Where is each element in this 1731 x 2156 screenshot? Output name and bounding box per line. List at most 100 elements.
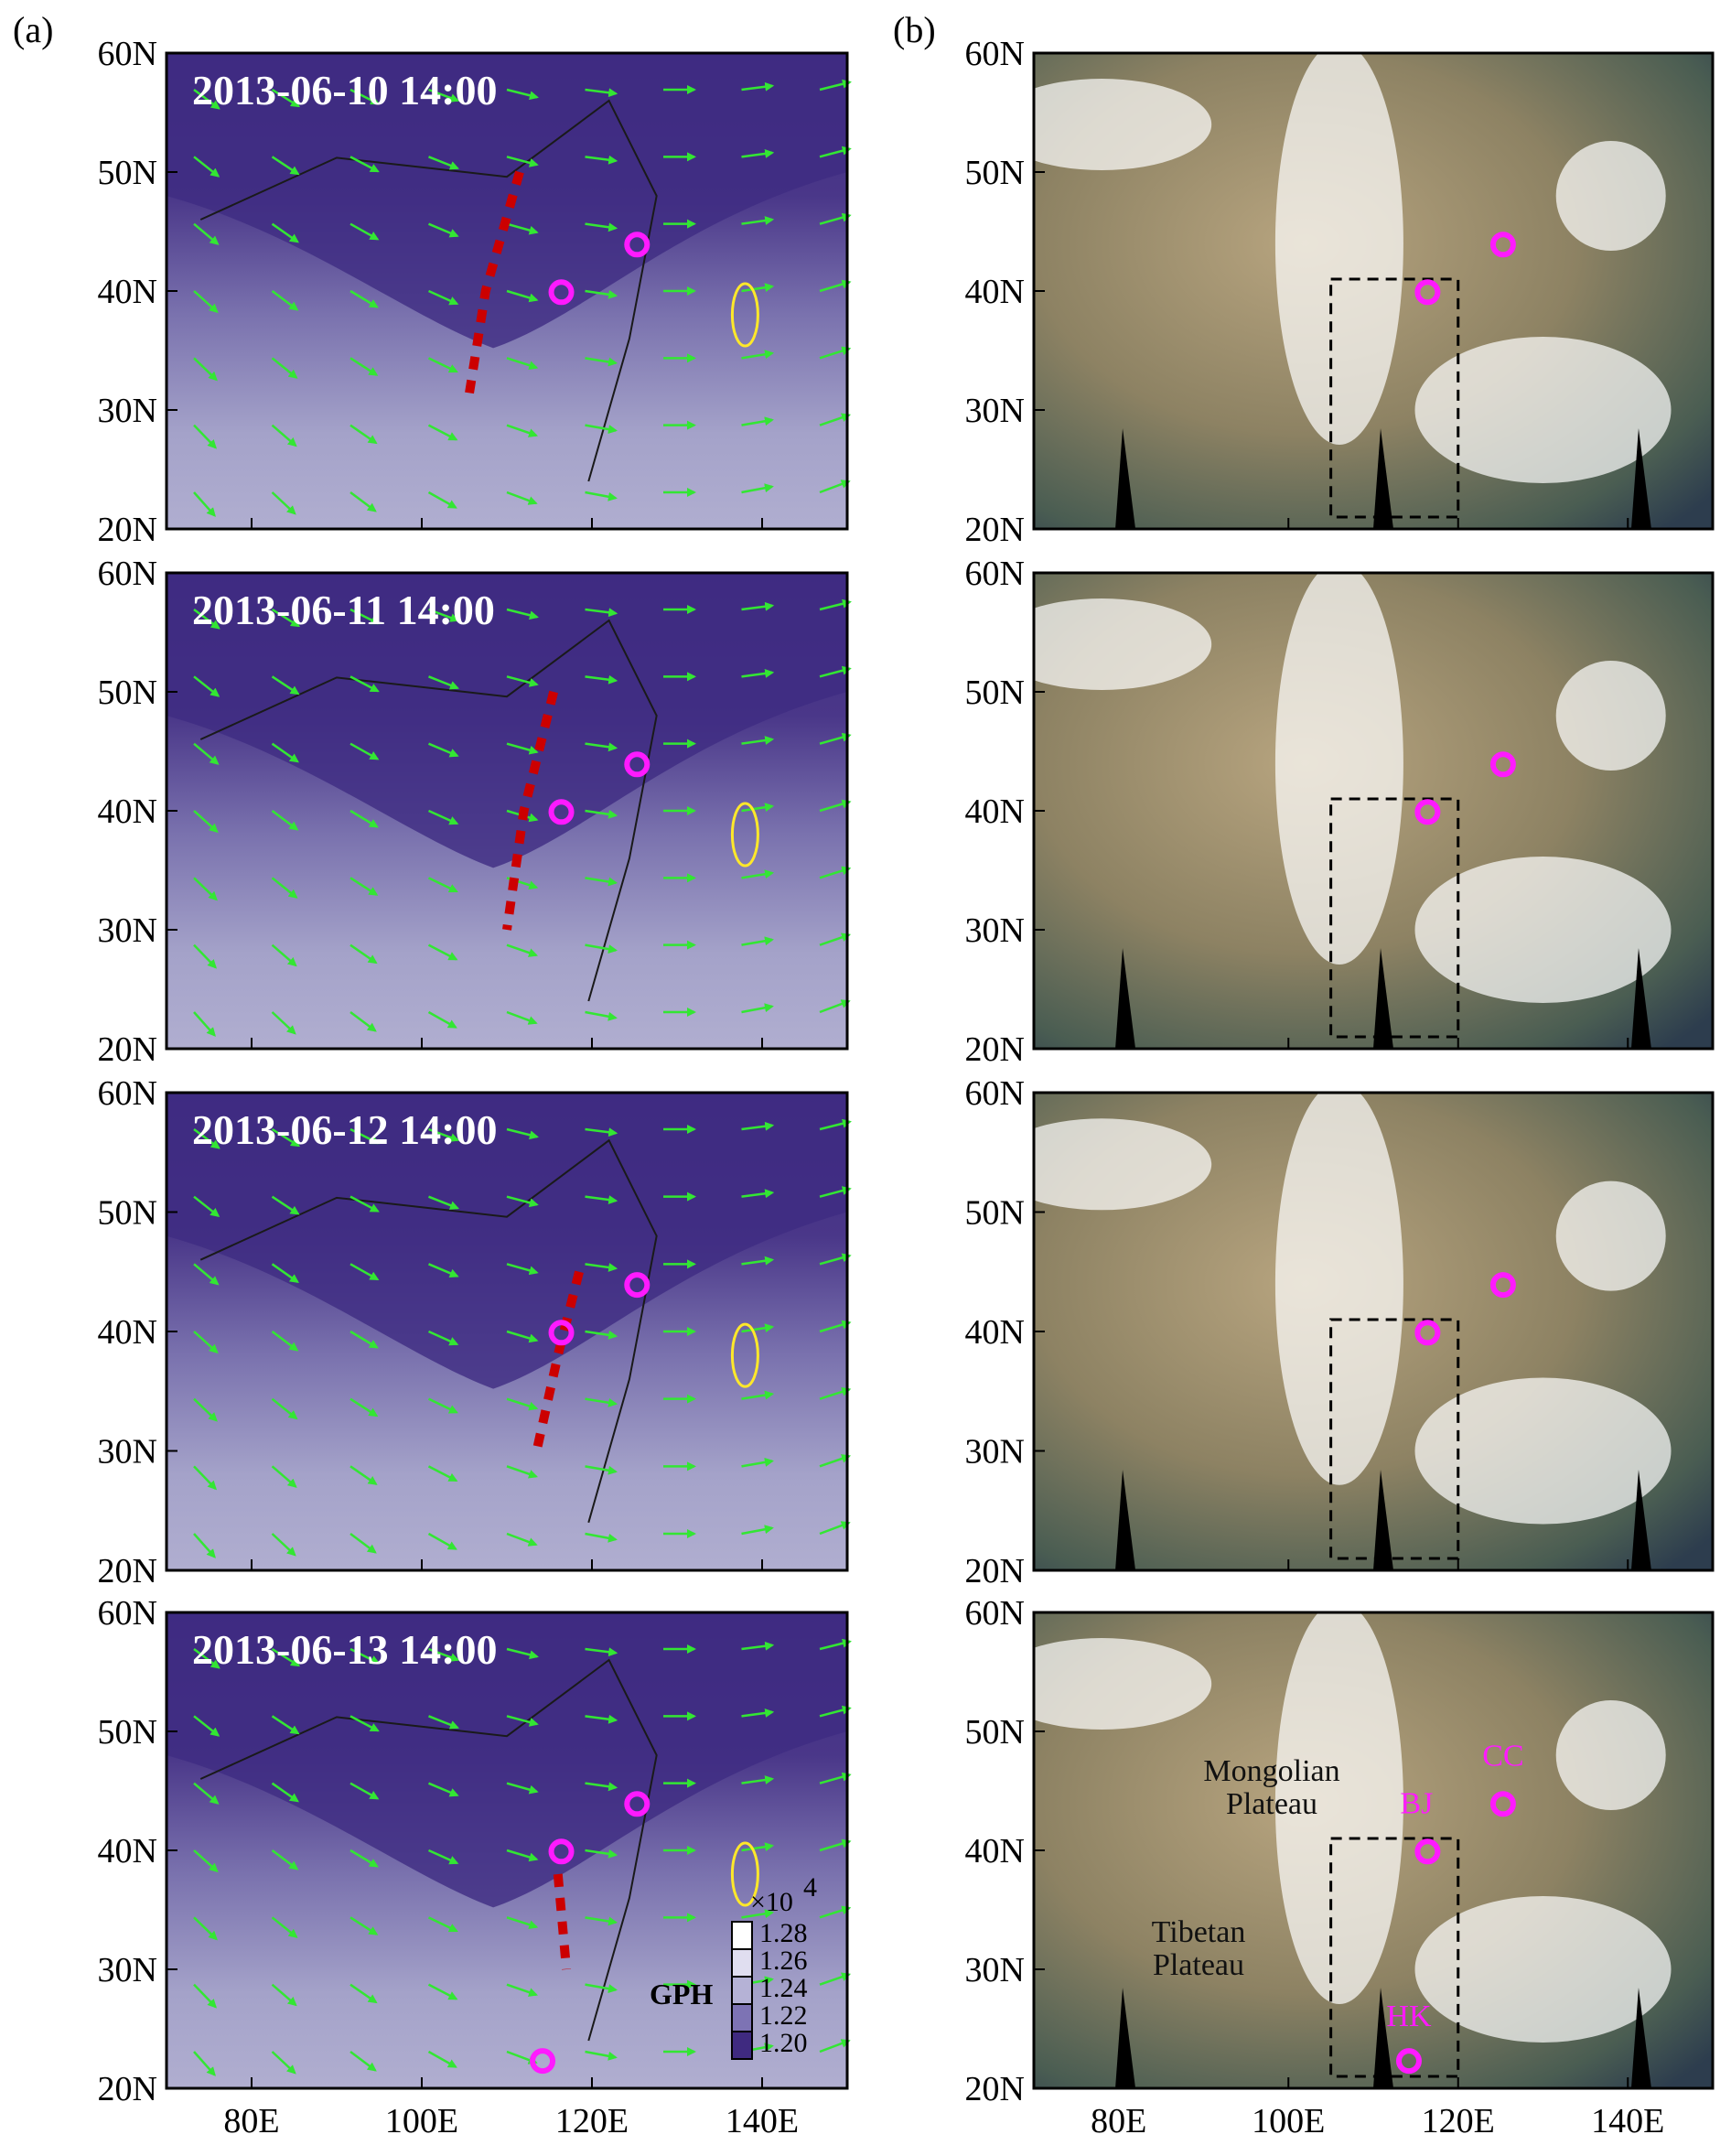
wind-arrow (271, 1647, 301, 1667)
lat-tick-label: 50N (965, 1713, 1025, 1752)
wind-arrow (428, 1782, 459, 1797)
site-marker-cc (624, 232, 650, 258)
wind-arrow (585, 1983, 618, 1994)
wind-arrow (193, 89, 220, 110)
site-marker-bj (548, 1320, 575, 1346)
wind-arrow (585, 1465, 618, 1475)
lat-tick-label: 50N (98, 154, 157, 192)
wind-arrow (741, 1708, 775, 1718)
wind-arrow (349, 156, 380, 173)
lat-tick-label: 40N (98, 273, 157, 311)
wind-arrow (819, 279, 852, 293)
site-marker-cc (1489, 232, 1516, 258)
swath-gap (1373, 1470, 1393, 1570)
wind-arrow (741, 1525, 774, 1536)
wind-arrow (271, 810, 299, 831)
colorbar-label: 1.28 (759, 1918, 808, 1948)
wind-arrow (349, 1647, 381, 1665)
contour-line (730, 1322, 759, 1388)
wind-arrow (349, 2050, 377, 2072)
wind-arrow (819, 1521, 851, 1536)
wind-arrow (428, 1263, 459, 1278)
wind-arrow (741, 936, 774, 946)
border-lines (199, 99, 658, 482)
wind-arrow (427, 424, 458, 441)
swath-gap (1373, 428, 1393, 529)
wind-arrow (741, 1256, 775, 1266)
wind-arrow (819, 1905, 852, 1919)
wind-arrow (741, 869, 775, 879)
wind-arrow (427, 1532, 457, 1550)
wind-arrow (427, 2050, 457, 2068)
site-marker-bj (1414, 279, 1441, 306)
wind-arrow (349, 1263, 380, 1281)
wind-arrow (506, 490, 538, 505)
wind-arrow (585, 1330, 618, 1340)
wind-arrow (819, 1705, 852, 1718)
lat-tick-label: 50N (98, 1713, 157, 1752)
lat-tick-label: 30N (965, 1951, 1025, 1989)
wind-arrow (819, 1772, 852, 1784)
swath-gap (1115, 1470, 1136, 1570)
satellite-image-2: 60N 50N 40N 30N 20N (965, 555, 1715, 1069)
wind-arrow (193, 491, 216, 517)
wind-arrow (819, 79, 852, 92)
wind-arrow (506, 357, 539, 371)
wind-arrow (585, 1263, 618, 1272)
lon-tick-label: 120E (555, 2102, 629, 2140)
wind-arrow (349, 608, 381, 625)
wind-arrow (427, 1849, 459, 1865)
colorbar: 1.281.261.241.221.20 ×10 4 GPH (650, 1872, 817, 2060)
wind-arrow (506, 1465, 539, 1479)
lon-tick-label: 120E (1422, 2102, 1495, 2140)
wind-arrow (271, 1127, 301, 1148)
wind-arrow (819, 2039, 851, 2054)
colorbar-swatch (731, 2031, 753, 2060)
cloud-patch (1555, 1700, 1666, 1810)
border-lines (199, 1658, 658, 2042)
wind-arrow (271, 1397, 298, 1420)
wind-arrow (427, 289, 459, 306)
wind-arrow (271, 1331, 299, 1352)
site-marker-hk (530, 2048, 556, 2075)
wind-arrow (819, 598, 852, 611)
wind-arrow (428, 1127, 460, 1142)
gph-wind-map-1: 2013-06-10 14:00 60N 50N 40N 30N 20N (98, 35, 852, 549)
lat-tick-label: 20N (98, 1030, 157, 1069)
wind-arrow (193, 424, 217, 449)
lat-tick-label: 30N (965, 392, 1025, 430)
border-lines (199, 1138, 658, 1524)
swath-gap (1115, 428, 1136, 529)
wind-arrow (741, 1909, 775, 1919)
wind-arrow (819, 1638, 852, 1651)
region-label: Mongolian (1203, 1754, 1339, 1788)
cloud-patch (1555, 661, 1666, 771)
lat-tick-label: 30N (965, 1433, 1025, 1471)
swath-gap (1115, 1988, 1136, 2088)
wind-arrow (349, 877, 379, 896)
wind-arrow (427, 1916, 458, 1933)
wind-arrow (585, 289, 618, 299)
colorbar-label: 1.20 (759, 2028, 808, 2058)
border-lines (199, 619, 658, 1002)
wind-arrow (741, 1641, 775, 1651)
wind-arrow (193, 1782, 220, 1805)
wind-arrow (193, 2051, 216, 2076)
wind-arrow (506, 608, 539, 620)
timestamp-label: 2013-06-10 14:00 (192, 67, 497, 113)
lat-tick-label: 60N (965, 35, 1025, 73)
wind-arrow (506, 1195, 539, 1208)
wind-arrow (585, 357, 618, 367)
lat-tick-label: 60N (965, 1074, 1025, 1113)
wind-arrow (506, 1127, 539, 1140)
wind-arrow (193, 1533, 216, 1558)
wind-arrow (819, 665, 852, 678)
wind-arrow (585, 424, 618, 435)
wind-arrow (271, 943, 297, 967)
wind-arrow (193, 1195, 220, 1218)
site-marker-bj (1414, 1838, 1441, 1865)
wind-arrow (427, 877, 458, 893)
colorbar-swatch (731, 1948, 753, 1978)
colorbar-label: 1.24 (759, 1973, 808, 2003)
wind-arrow (741, 803, 775, 813)
